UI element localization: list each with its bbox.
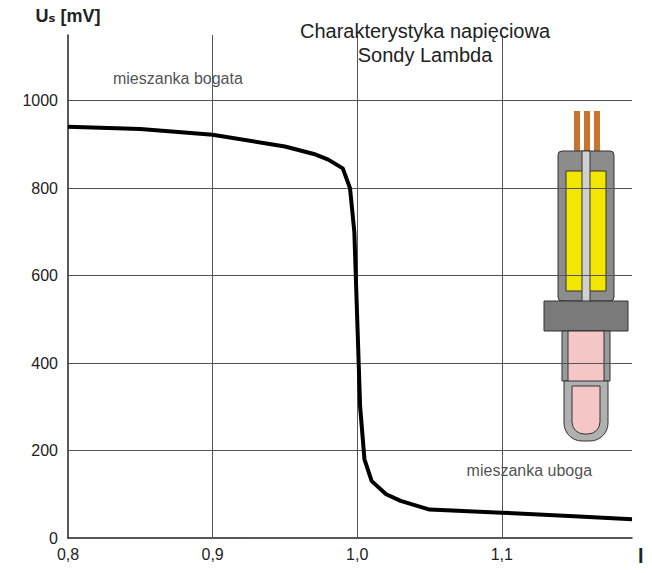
- svg-text:l: l: [638, 545, 644, 567]
- svg-text:0,8: 0,8: [57, 546, 79, 563]
- svg-text:Charakterystyka napięciowa: Charakterystyka napięciowa: [300, 20, 551, 42]
- svg-text:200: 200: [31, 442, 58, 459]
- svg-text:800: 800: [31, 180, 58, 197]
- svg-text:mieszanka bogata: mieszanka bogata: [113, 70, 243, 87]
- svg-text:0: 0: [49, 530, 58, 547]
- svg-text:400: 400: [31, 355, 58, 372]
- svg-text:1000: 1000: [22, 92, 58, 109]
- svg-text:Uₛ [mV]: Uₛ [mV]: [36, 6, 101, 26]
- svg-text:1,1: 1,1: [491, 546, 513, 563]
- svg-text:600: 600: [31, 267, 58, 284]
- svg-text:Sondy Lambda: Sondy Lambda: [358, 44, 493, 66]
- svg-text:1,0: 1,0: [346, 546, 368, 563]
- svg-text:0,9: 0,9: [201, 546, 223, 563]
- svg-text:mieszanka uboga: mieszanka uboga: [467, 462, 593, 479]
